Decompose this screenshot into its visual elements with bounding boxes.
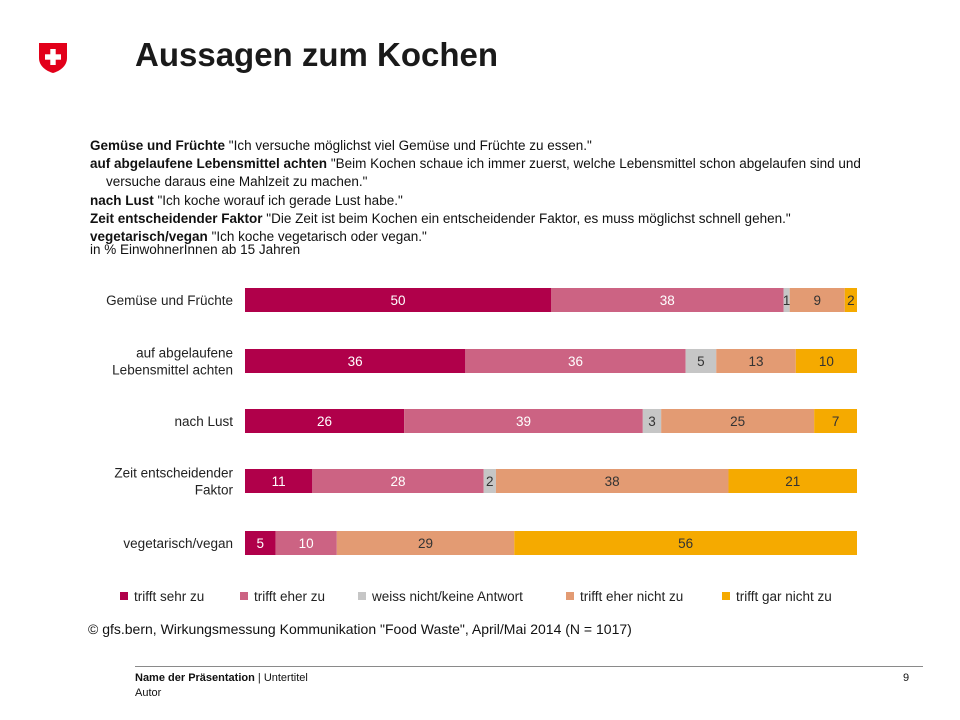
legend-swatch xyxy=(566,592,574,600)
legend-item: trifft sehr zu xyxy=(120,589,204,604)
data-label: 36 xyxy=(568,354,583,369)
legend-item: trifft gar nicht zu xyxy=(722,589,832,604)
statement-definitions: Gemüse und Früchte "Ich versuche möglich… xyxy=(90,137,890,246)
bar-segment xyxy=(789,288,845,312)
data-label: 36 xyxy=(348,354,363,369)
data-label: 50 xyxy=(390,293,405,308)
category-label: Zeit entscheidender Faktor xyxy=(114,466,233,498)
data-label: 28 xyxy=(390,474,405,489)
legend-swatch xyxy=(722,592,730,600)
unit-note: in % EinwohnerInnen ab 15 Jahren xyxy=(90,242,301,257)
bar-segment xyxy=(312,469,484,493)
legend-label: trifft eher nicht zu xyxy=(580,589,683,604)
legend-label: weiss nicht/keine Antwort xyxy=(371,589,523,604)
data-label: 29 xyxy=(418,536,433,551)
definition-item: nach Lust "Ich koche worauf ich gerade L… xyxy=(90,192,403,208)
legend-swatch xyxy=(358,592,366,600)
data-label: 26 xyxy=(317,414,332,429)
data-label: 38 xyxy=(660,293,675,308)
footer-divider xyxy=(135,666,923,667)
category-label: Gemüse und Früchte xyxy=(106,293,233,308)
bar-segment xyxy=(844,288,857,312)
bar-segment xyxy=(814,409,857,433)
data-label: 7 xyxy=(832,414,840,429)
bar-segment xyxy=(245,469,313,493)
definition-item: Zeit entscheidender Faktor "Die Zeit ist… xyxy=(90,210,791,226)
legend-label: trifft sehr zu xyxy=(134,589,204,604)
data-label: 2 xyxy=(486,474,494,489)
data-label: 2 xyxy=(847,293,855,308)
bar-segment xyxy=(275,531,337,555)
legend-item: trifft eher nicht zu xyxy=(566,589,683,604)
bar-segment xyxy=(514,531,857,555)
data-label: 9 xyxy=(813,293,821,308)
footer-presentation-title: Name der Präsentation | Untertitel xyxy=(135,672,308,684)
bar-segment xyxy=(404,409,643,433)
bar-segment xyxy=(245,288,551,312)
footer-author: Autor xyxy=(135,687,162,699)
slide-title: Aussagen zum Kochen xyxy=(135,36,499,73)
swiss-cross-shield-icon xyxy=(39,43,67,73)
bar-segment xyxy=(245,349,466,373)
bar-segment xyxy=(642,409,662,433)
data-label: 25 xyxy=(730,414,745,429)
bar-segment xyxy=(245,409,405,433)
data-label: 10 xyxy=(819,354,834,369)
bar-segment xyxy=(336,531,515,555)
bar-segment xyxy=(716,349,796,373)
bar-segment xyxy=(465,349,686,373)
bar-segment xyxy=(685,349,717,373)
data-label: 3 xyxy=(648,414,656,429)
bar-segment xyxy=(661,409,815,433)
data-label: 10 xyxy=(299,536,314,551)
data-label: 38 xyxy=(605,474,620,489)
bar-segment xyxy=(783,288,790,312)
definition-item: vegetarisch/vegan "Ich koche vegetarisch… xyxy=(90,229,427,245)
definition-item: Gemüse und Früchte "Ich versuche möglich… xyxy=(90,138,592,153)
legend-item: weiss nicht/keine Antwort xyxy=(358,589,523,604)
stacked-bar-chart: Gemüse und Früchte 50 38 1 9 2 auf abgelaufene… xyxy=(106,288,857,604)
data-label: 1 xyxy=(783,293,791,308)
page-number: 9 xyxy=(903,672,910,684)
bar-segment xyxy=(795,349,857,373)
data-label: 5 xyxy=(697,354,705,369)
category-label: auf abgelaufene Lebensmittel achten xyxy=(112,346,233,378)
category-label: nach Lust xyxy=(174,414,233,429)
legend-label: trifft gar nicht zu xyxy=(736,589,832,604)
data-label: 39 xyxy=(516,414,531,429)
legend-label: trifft eher zu xyxy=(254,589,325,604)
definition-item: auf abgelaufene Lebensmittel achten "Bei… xyxy=(90,156,861,190)
data-label: 21 xyxy=(785,474,800,489)
legend-item: trifft eher zu xyxy=(240,589,325,604)
data-label: 5 xyxy=(257,536,265,551)
data-label: 11 xyxy=(272,474,286,489)
legend-swatch xyxy=(120,592,128,600)
bar-segment xyxy=(495,469,729,493)
bar-segment xyxy=(551,288,784,312)
data-label: 13 xyxy=(749,354,764,369)
legend-swatch xyxy=(240,592,248,600)
bar-segment xyxy=(483,469,496,493)
category-label: vegetarisch/vegan xyxy=(123,536,233,551)
data-label: 56 xyxy=(678,536,693,551)
bar-segment xyxy=(728,469,857,493)
source-note: © gfs.bern, Wirkungsmessung Kommunikatio… xyxy=(88,621,632,637)
bar-segment xyxy=(245,531,276,555)
